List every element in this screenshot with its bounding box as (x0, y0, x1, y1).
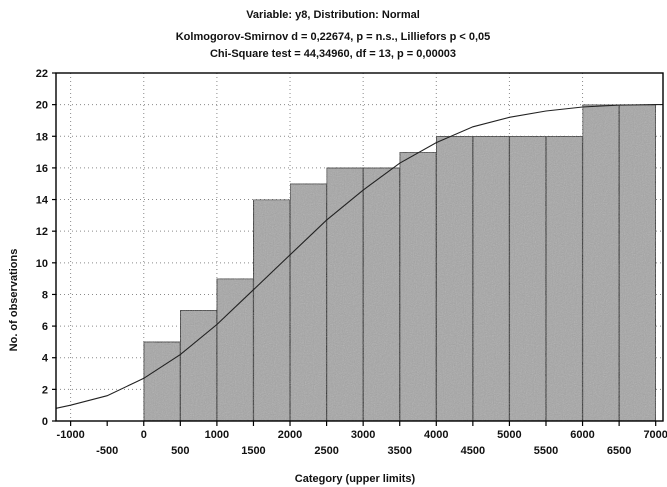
curve-layer (55, 104, 663, 409)
x-tick-label-upper-4: 3000 (351, 429, 375, 441)
y-tick-label-10: 20 (36, 100, 48, 112)
histogram-bar-11 (545, 135, 584, 422)
histogram-bar-12 (581, 104, 620, 422)
expected-normal-curve (55, 104, 663, 409)
chart-subtitle-1: Kolmogorov-Smirnov d = 0,22674, p = n.s.… (176, 31, 491, 43)
x-tick-label-lower-1: 500 (171, 445, 189, 457)
histogram-bar-8 (435, 135, 474, 422)
tick-layer: 0 2 4 6 8 10 12 14 16 18 20 22 -1000 0 1000 2000 3000 400… (36, 68, 667, 457)
x-tick-label-upper-1: 0 (141, 429, 147, 441)
x-tick-label-lower-5: 4500 (461, 445, 485, 457)
y-tick-label-5: 10 (36, 258, 48, 270)
x-tick-label-upper-6: 5000 (497, 429, 521, 441)
x-tick-label-lower-3: 2500 (314, 445, 338, 457)
x-tick-label-upper-0: -1000 (57, 429, 85, 441)
histogram-bar-2 (216, 278, 255, 422)
x-tick-label-upper-3: 2000 (278, 429, 302, 441)
y-tick-label-2: 4 (42, 353, 49, 365)
histogram-bar-6 (362, 167, 401, 422)
x-tick-label-lower-7: 6500 (607, 445, 631, 457)
y-tick-label-7: 14 (36, 195, 49, 207)
plot-frame (55, 72, 664, 422)
chart-subtitle-2: Chi-Square test = 44,34960, df = 13, p =… (210, 48, 456, 60)
y-tick-label-0: 0 (42, 416, 48, 428)
y-tick-label-8: 16 (36, 163, 48, 175)
chart-title: Variable: y8, Distribution: Normal (246, 9, 420, 21)
histogram-bar-0 (143, 341, 181, 422)
y-tick-label-3: 6 (42, 321, 48, 333)
histogram-bar-4 (289, 183, 328, 422)
y-axis-label: No. of observations (8, 249, 20, 352)
x-tick-label-upper-8: 7000 (643, 429, 667, 441)
x-tick-label-upper-7: 6000 (570, 429, 594, 441)
histogram-bar-9 (472, 135, 511, 422)
x-tick-label-upper-5: 4000 (424, 429, 448, 441)
x-tick-label-lower-2: 1500 (241, 445, 265, 457)
axis-layer (55, 72, 664, 422)
x-tick-label-lower-0: -500 (96, 445, 118, 457)
histogram-bar-10 (508, 135, 547, 422)
y-tick-label-11: 22 (36, 68, 48, 80)
y-tick-label-1: 2 (42, 384, 48, 396)
x-axis-label: Category (upper limits) (295, 473, 416, 485)
x-tick-label-upper-2: 1000 (205, 429, 229, 441)
histogram-bar-13 (618, 104, 657, 422)
y-tick-label-6: 12 (36, 226, 48, 238)
histogram-bar-3 (252, 198, 291, 422)
histogram-bar-1 (179, 309, 218, 422)
y-tick-label-4: 8 (42, 289, 48, 301)
histogram-bar-5 (325, 167, 364, 422)
y-tick-label-9: 18 (36, 131, 48, 143)
bar-layer (143, 104, 657, 422)
histogram-bar-7 (399, 151, 437, 422)
x-tick-label-lower-6: 5500 (534, 445, 558, 457)
x-tick-label-lower-4: 3500 (387, 445, 411, 457)
